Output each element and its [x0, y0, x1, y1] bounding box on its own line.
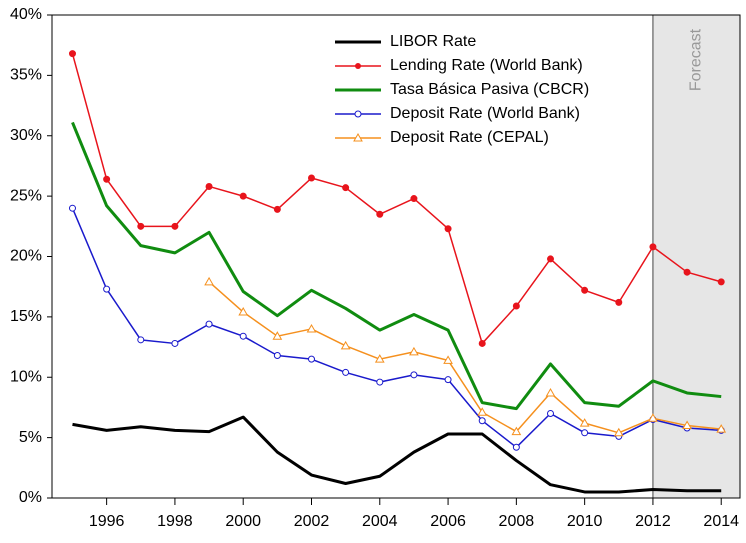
- data-point: [204, 276, 214, 286]
- legend-label: Lending Rate (World Bank): [390, 57, 583, 74]
- data-point: [307, 355, 315, 363]
- series-line: [72, 415, 722, 494]
- legend-marker: [353, 132, 363, 142]
- x-tick-label: 2010: [567, 513, 603, 530]
- data-point: [374, 354, 385, 363]
- data-point: [615, 298, 623, 306]
- data-point: [137, 222, 145, 230]
- y-tick-label: 15%: [10, 308, 42, 325]
- legend-marker: [354, 110, 362, 118]
- x-tick-label: 2000: [225, 513, 261, 530]
- data-point: [478, 339, 486, 347]
- data-point: [273, 205, 281, 213]
- data-point: [409, 346, 419, 356]
- data-point: [103, 175, 111, 183]
- data-point: [545, 387, 556, 397]
- data-point: [478, 417, 486, 425]
- data-point: [171, 339, 179, 347]
- y-tick-label: 30%: [10, 127, 42, 144]
- data-point: [512, 443, 520, 451]
- series-line: [208, 281, 722, 434]
- data-point: [444, 225, 452, 233]
- legend-label: Deposit Rate (World Bank): [390, 105, 580, 122]
- series-line: [71, 53, 722, 345]
- legend-label: Deposit Rate (CEPAL): [390, 129, 549, 146]
- legend-label: LIBOR Rate: [390, 33, 476, 50]
- x-tick-label: 2008: [499, 513, 535, 530]
- legend-label: Tasa Básica Pasiva (CBCR): [390, 81, 589, 98]
- data-point: [307, 174, 315, 182]
- data-point: [342, 184, 350, 192]
- data-point: [68, 204, 76, 212]
- data-point: [477, 407, 488, 416]
- y-tick-label: 40%: [10, 6, 42, 23]
- y-tick-label: 20%: [10, 248, 42, 265]
- data-point: [547, 255, 555, 263]
- data-point: [340, 340, 351, 350]
- x-tick-label: 2014: [703, 513, 739, 530]
- forecast-region: [652, 15, 740, 498]
- x-tick-label: 1996: [89, 513, 125, 530]
- data-point: [103, 285, 111, 293]
- data-point: [444, 376, 452, 384]
- y-tick-label: 25%: [10, 187, 42, 204]
- data-point: [171, 222, 179, 230]
- x-tick-label: 1998: [157, 513, 193, 530]
- y-tick-label: 0%: [19, 489, 42, 506]
- data-point: [547, 409, 555, 417]
- data-point: [238, 307, 249, 316]
- series-line: [71, 121, 722, 411]
- x-tick-label: 2004: [362, 513, 398, 530]
- legend-marker: [355, 63, 361, 69]
- data-point: [682, 420, 692, 430]
- data-point: [410, 371, 418, 379]
- data-point: [376, 378, 384, 386]
- data-point: [342, 368, 350, 376]
- y-tick-label: 10%: [10, 368, 42, 385]
- data-point: [716, 424, 727, 433]
- y-tick-label: 5%: [19, 429, 42, 446]
- data-point: [579, 418, 590, 427]
- data-point: [239, 192, 247, 200]
- data-point: [511, 426, 522, 436]
- y-tick-label: 35%: [10, 67, 42, 84]
- data-point: [273, 352, 281, 360]
- series-line: [71, 207, 722, 449]
- data-point: [376, 210, 384, 218]
- data-point: [613, 427, 624, 437]
- data-point: [68, 50, 76, 58]
- data-point: [648, 413, 658, 422]
- data-point: [137, 336, 145, 344]
- data-point: [443, 355, 453, 364]
- data-point: [512, 302, 520, 310]
- x-tick-label: 2012: [635, 513, 671, 530]
- data-point: [581, 286, 589, 294]
- data-point: [272, 331, 283, 340]
- x-tick-label: 2002: [294, 513, 330, 530]
- data-point: [239, 332, 247, 340]
- data-point: [205, 320, 213, 328]
- data-point: [306, 323, 317, 333]
- data-point: [205, 182, 213, 190]
- data-point: [581, 429, 589, 437]
- data-point: [649, 243, 657, 251]
- forecast-label: Forecast: [688, 28, 705, 91]
- data-point: [683, 268, 691, 276]
- data-point: [410, 195, 418, 203]
- data-point: [717, 278, 725, 286]
- x-tick-label: 2006: [430, 513, 466, 530]
